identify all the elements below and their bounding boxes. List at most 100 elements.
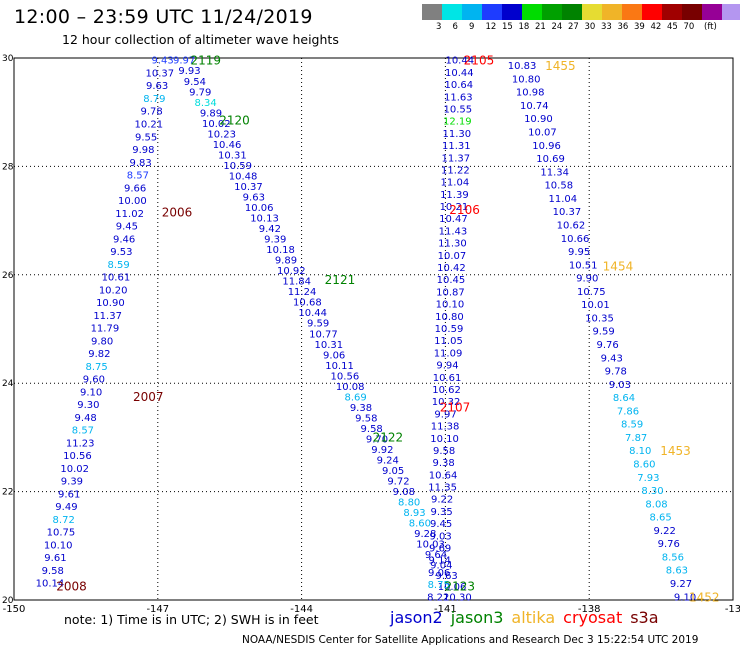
wave-height-label: 10.80 <box>435 312 464 323</box>
wave-height-label: 9.59 <box>307 319 329 330</box>
wave-height-label: 11.31 <box>442 141 471 152</box>
wave-height-label: 10.45 <box>437 275 466 286</box>
wave-height-label: 11.30 <box>443 129 472 140</box>
pass-number-label: 2107 <box>440 401 471 415</box>
color-swatch <box>602 4 622 20</box>
wave-height-label: 8.57 <box>72 426 94 437</box>
x-tick-label: -150 <box>3 604 26 615</box>
wave-height-label: 11.37 <box>442 153 471 164</box>
wave-height-label: 11.02 <box>115 209 144 220</box>
wave-height-label: 9.55 <box>135 132 157 143</box>
color-scale-label: 45 <box>667 22 678 32</box>
color-swatch <box>542 4 562 20</box>
color-scale-label: 21 <box>535 22 546 32</box>
wave-height-label: 8.93 <box>403 508 425 519</box>
wave-height-label: 9.79 <box>189 87 211 98</box>
map-frame <box>13 57 734 601</box>
wave-height-label: 8.22 <box>427 592 449 603</box>
pass-number-label: 1452 <box>689 590 720 604</box>
wave-height-label: 9.03 <box>430 531 452 542</box>
pass-number-label: 2106 <box>449 203 480 217</box>
color-swatch <box>682 4 702 20</box>
wave-height-label: 10.03 <box>416 540 445 551</box>
color-scale-label: 3 <box>436 22 442 32</box>
wave-height-label: 7.87 <box>625 433 647 444</box>
wave-height-label: 10.42 <box>437 263 466 274</box>
wave-height-label: 9.63 <box>436 571 458 582</box>
wave-height-label: 9.95 <box>568 247 590 258</box>
wave-height-label: 9.93 <box>178 66 200 77</box>
legend-cryosat: cryosat <box>563 608 623 627</box>
pass-number-label: 1454 <box>603 260 634 274</box>
y-tick-label: 28 <box>2 162 14 172</box>
wave-height-label: 10.61 <box>102 273 131 284</box>
wave-height-label: 9.63 <box>243 192 265 203</box>
wave-height-label: 10.69 <box>536 154 565 165</box>
wave-height-label: 10.31 <box>218 150 247 161</box>
wave-height-label: 11.43 <box>439 226 468 237</box>
wave-height-label: 9.46 <box>113 234 135 245</box>
wave-height-label: 9.78 <box>605 367 627 378</box>
wave-height-label: 9.49 <box>55 502 77 513</box>
wave-height-label: 11.24 <box>288 287 317 298</box>
wave-height-label: 10.75 <box>577 287 606 298</box>
wave-height-label: 8.34 <box>194 98 216 109</box>
wave-height-label: 11.23 <box>66 438 95 449</box>
color-swatch <box>702 4 722 20</box>
wave-height-label: 9.61 <box>44 553 66 564</box>
pass-number-label: 2006 <box>162 205 193 219</box>
pass-number-label: 2105 <box>464 54 495 68</box>
wave-height-label: 9.90 <box>576 274 598 285</box>
wave-height-label: 11.34 <box>540 167 569 178</box>
wave-height-label: 9.69 <box>429 544 451 555</box>
wave-height-label: 10.77 <box>309 329 338 340</box>
wave-height-label: 10.48 <box>229 171 258 182</box>
wave-height-label: 9.24 <box>377 456 399 467</box>
wave-height-label: 9.64 <box>425 550 447 561</box>
wave-height-label: 9.63 <box>146 81 168 92</box>
legend-s3a: s3a <box>630 608 659 627</box>
wave-height-label: 9.61 <box>58 489 80 500</box>
wave-height-label: 10.80 <box>512 74 541 85</box>
wave-height-label: 8.80 <box>398 498 420 509</box>
wave-height-label: 11.39 <box>440 190 469 201</box>
wave-height-label: 11.35 <box>428 483 457 494</box>
wave-height-label: 9.48 <box>75 413 97 424</box>
wave-height-label: 8.56 <box>662 552 684 563</box>
wave-height-label: 7.86 <box>617 406 639 417</box>
wave-height-label: 10.10 <box>430 434 459 445</box>
wave-height-label: 11.04 <box>549 194 578 205</box>
color-scale-bar <box>422 4 740 20</box>
wave-height-label: 8.65 <box>649 513 671 524</box>
wave-height-label: 10.59 <box>435 324 464 335</box>
wave-height-label: 9.89 <box>275 256 297 267</box>
color-scale-label: 30 <box>584 22 596 32</box>
color-scale-label: 15 <box>502 22 513 32</box>
page-title: 12:00 – 23:59 UTC 11/24/2019 <box>14 6 313 28</box>
wave-height-label: 10.74 <box>520 101 549 112</box>
color-scale-label: 27 <box>568 22 579 32</box>
x-tick-label: -144 <box>290 604 313 615</box>
page-subtitle: 12 hour collection of altimeter wave hei… <box>62 32 339 47</box>
color-swatch <box>502 4 522 20</box>
color-scale-label: 70 <box>683 22 695 32</box>
wave-height-label: 9.58 <box>355 413 377 424</box>
wave-height-label: 9.30 <box>77 400 99 411</box>
legend-jason3: jason3 <box>450 608 504 627</box>
wave-height-label: 9.70 <box>366 434 388 445</box>
wave-height-label: 10.62 <box>557 220 586 231</box>
wave-height-label: 10.66 <box>561 234 590 245</box>
wave-height-label: 9.04 <box>430 561 452 572</box>
color-scale-unit: (ft) <box>704 22 717 32</box>
color-swatch <box>562 4 582 20</box>
wave-height-label: 10.62 <box>432 385 461 396</box>
wave-height-label: 10.87 <box>436 287 465 298</box>
wave-height-label: 9.76 <box>658 539 680 550</box>
wave-height-label: 9.94 <box>436 361 458 372</box>
wave-height-label: 10.30 <box>443 592 472 603</box>
wave-height-label: 10.02 <box>60 464 89 475</box>
wave-height-label: 9.39 <box>264 235 286 246</box>
wave-height-label: 11.22 <box>441 165 470 176</box>
